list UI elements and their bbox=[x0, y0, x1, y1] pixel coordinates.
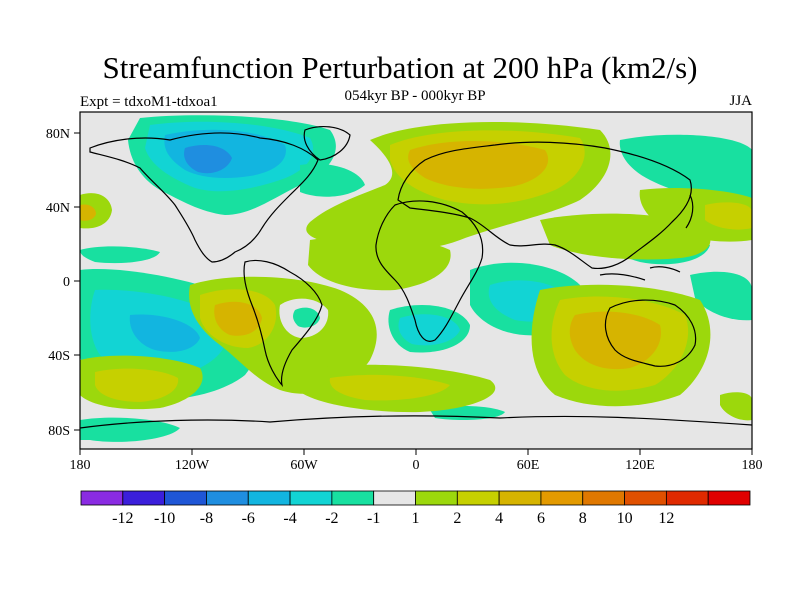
coastline-africa bbox=[375, 200, 484, 342]
contour-pos-south-america-3 bbox=[214, 301, 262, 336]
colorbar-box bbox=[498, 490, 542, 506]
lon-tick-label: 180 bbox=[742, 458, 763, 473]
axis-layer: 80N 40N 0 40S 80S 180 120W 60W 0 60E 120E 180 bbox=[46, 127, 763, 473]
colorbar-label: 1 bbox=[412, 510, 420, 527]
lat-tick-label: 0 bbox=[63, 275, 70, 290]
colorbar-label: -1 bbox=[367, 510, 380, 527]
contour-pos-northeast-pacific-2 bbox=[80, 204, 96, 221]
colorbar-box bbox=[665, 490, 709, 506]
lat-tick-label: 40N bbox=[46, 201, 70, 216]
colorbar-label: -6 bbox=[242, 510, 255, 527]
lat-tick-label: 80N bbox=[46, 127, 70, 142]
contour-neg-north-america-4 bbox=[184, 145, 232, 174]
colorbar-label: -10 bbox=[154, 510, 175, 527]
contour-pos-far-east-south bbox=[720, 392, 752, 421]
colorbar-label: 4 bbox=[495, 510, 503, 527]
colorbar: -12 -10 -8 -6 -4 -2 -1 1 2 4 6 8 10 12 bbox=[80, 490, 751, 527]
contour-neg-north-atlantic bbox=[300, 163, 365, 197]
contour-pos-tropical-atlantic bbox=[308, 235, 451, 291]
contour-fields bbox=[80, 115, 752, 442]
colorbar-label: 10 bbox=[617, 510, 633, 527]
lon-tick-label: 0 bbox=[413, 458, 420, 473]
colorbar-box bbox=[247, 490, 291, 506]
contour-pos-southern-ocean-2 bbox=[329, 374, 450, 401]
colorbar-label: 6 bbox=[537, 510, 545, 527]
colorbar-label: -8 bbox=[200, 510, 213, 527]
coastline-indonesia bbox=[599, 266, 681, 281]
contour-pos-australia-3 bbox=[569, 311, 661, 370]
lon-tick-label: 180 bbox=[70, 458, 91, 473]
coastline-japan bbox=[685, 194, 694, 229]
coastlines bbox=[80, 125, 752, 429]
coastline-south-america bbox=[243, 259, 323, 388]
coastline-north-america bbox=[89, 132, 319, 263]
experiment-label: Expt = tdxoM1-tdxoa1 bbox=[80, 94, 218, 110]
colorbar-box bbox=[206, 490, 249, 506]
contour-neg-tropical-pacific bbox=[80, 246, 160, 264]
contour-pos-northwest-pacific bbox=[639, 187, 752, 242]
lat-tick-label: 80S bbox=[48, 424, 70, 439]
colorbar-box bbox=[582, 490, 625, 506]
colorbar-box bbox=[707, 490, 751, 506]
lon-tick-label: 60E bbox=[517, 458, 540, 473]
colorbar-box bbox=[373, 490, 416, 506]
lon-tick-label: 60W bbox=[290, 458, 318, 473]
colorbar-label: 8 bbox=[579, 510, 587, 527]
coastline-greenland bbox=[303, 125, 351, 161]
colorbar-label: 12 bbox=[658, 510, 674, 527]
colorbar-box bbox=[164, 490, 207, 506]
colorbar-box bbox=[540, 490, 584, 506]
colorbar-box bbox=[456, 490, 500, 506]
colorbar-box bbox=[80, 490, 124, 506]
colorbar-box bbox=[415, 490, 458, 506]
contour-neg-north-pacific-east bbox=[619, 134, 752, 202]
lon-tick-label: 120E bbox=[625, 458, 655, 473]
colorbar-box bbox=[331, 490, 375, 506]
colorbar-box bbox=[624, 490, 667, 506]
contour-pos-northwest-pacific-2 bbox=[705, 202, 752, 230]
lat-tick-label: 40S bbox=[48, 349, 70, 364]
contour-neg-south-pacific-far bbox=[80, 417, 180, 442]
contour-neg-east-pacific-3 bbox=[129, 314, 200, 352]
lon-tick-label: 120W bbox=[175, 458, 210, 473]
colorbar-label: 2 bbox=[453, 510, 461, 527]
plot-title: Streamfunction Perturbation at 200 hPa (… bbox=[102, 50, 698, 85]
colorbar-box bbox=[289, 490, 333, 506]
season-label: JJA bbox=[729, 93, 752, 109]
contour-neg-south-atlantic-2 bbox=[398, 314, 460, 346]
coastline-australia bbox=[604, 299, 697, 367]
coastline-eurasia bbox=[397, 141, 692, 270]
colorbar-label: -12 bbox=[112, 510, 133, 527]
plot-subtitle: 054kyr BP - 000kyr BP bbox=[344, 88, 486, 104]
colorbar-label: -2 bbox=[325, 510, 338, 527]
coastline-antarctica bbox=[80, 415, 752, 429]
contour-neg-west-pacific-2 bbox=[690, 271, 752, 321]
colorbar-label: -4 bbox=[283, 510, 296, 527]
colorbar-box bbox=[122, 490, 166, 506]
contour-pos-south-pacific-2 bbox=[95, 368, 179, 402]
